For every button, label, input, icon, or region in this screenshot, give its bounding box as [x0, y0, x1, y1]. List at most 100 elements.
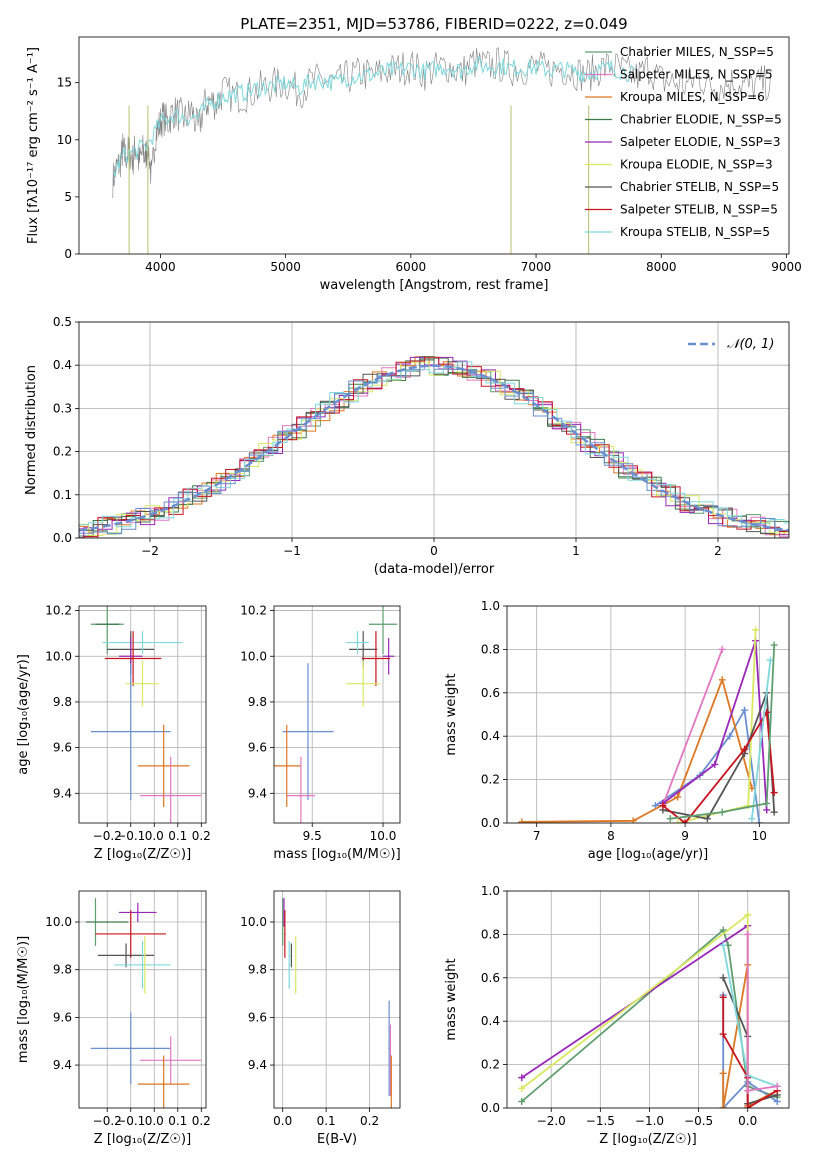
data-point: [362, 648, 364, 651]
series-marker: [744, 1087, 752, 1095]
x-axis-label: Z [log₁₀(Z/Z☉)]: [94, 1132, 191, 1147]
data-point: [300, 794, 302, 797]
plot-area: [281, 898, 393, 1108]
x-tick-label: −0.5: [684, 1114, 713, 1128]
series-line-3: [722, 995, 778, 1108]
x-tick-label: 0.0: [738, 1114, 757, 1128]
y-tick-label: 1.0: [481, 884, 500, 898]
y-tick-label: 10.0: [240, 649, 267, 663]
panel-mass-vs-ebv: 0.0 0.1 0.2 9.4 9.6 9.8 10.0 E(B-V): [240, 890, 401, 1147]
y-tick-label: 0.4: [481, 729, 500, 743]
x-tick-label: 0.2: [192, 1114, 211, 1128]
spectrum-line-1: [112, 55, 636, 178]
series-marker: [740, 706, 748, 714]
spectrum-line-0: [112, 47, 773, 199]
y-tick-label: 0.4: [53, 358, 72, 372]
data-point: [388, 1047, 390, 1050]
series-marker: [518, 1084, 526, 1092]
data-point: [136, 911, 139, 914]
series-marker: [719, 1104, 727, 1108]
y-axis-label: mass weight: [444, 958, 459, 1040]
y-tick-label: 9.6: [248, 1010, 267, 1024]
x-tick-label: 7: [533, 829, 541, 843]
series-marker: [719, 941, 727, 949]
y-axis-label: mass weight: [444, 673, 459, 755]
series-marker: [518, 818, 526, 823]
legend-entry: Chabrier MILES, N_SSP=5: [620, 45, 774, 59]
x-tick-label: −0.1: [116, 829, 145, 843]
x-tick-label: 0.0: [145, 829, 164, 843]
x-tick-label: 0.2: [360, 1114, 379, 1128]
series-marker: [770, 808, 778, 816]
y-tick-label: 9.8: [53, 695, 72, 709]
series-marker: [674, 819, 682, 823]
panel-spectrum: 4000 5000 6000 7000 8000 9000 0 5 10 15 wavelength…: [26, 36, 802, 293]
series-marker: [629, 817, 637, 823]
y-tick-label: 10: [57, 133, 72, 147]
data-point: [387, 655, 390, 658]
data-point: [125, 954, 127, 957]
data-point: [141, 964, 144, 966]
y-axis-label: age [log₁₀(age/yr)]: [16, 654, 31, 775]
data-point: [169, 1059, 172, 1062]
x-axis-label: (data-model)/error: [374, 562, 495, 577]
series-marker: [744, 911, 752, 919]
series-marker: [740, 745, 748, 753]
x-tick-label: 0.1: [168, 829, 187, 843]
series-line-8: [746, 934, 778, 1092]
data-point: [290, 954, 293, 957]
series-marker: [770, 789, 778, 797]
series-marker: [518, 1097, 526, 1105]
series-marker: [763, 806, 771, 814]
series-line-6: [722, 997, 778, 1108]
panel-frame: [78, 605, 207, 824]
series-marker: [718, 645, 726, 653]
y-axis-label: mass [log₁₀(M/M☉)]: [16, 936, 31, 1063]
panel-mass-vs-Z: −0.2−0.1 0.0 0.1 0.2 9.4 9.6 9.8 10.0 Z [log₁₀(Z…: [16, 890, 211, 1147]
x-tick-label: 0.2: [192, 829, 211, 843]
x-tick-label: −1: [283, 544, 301, 558]
figure-title: PLATE=2351, MJD=53786, FIBERID=0222, z=0…: [240, 15, 627, 33]
y-tick-label: 0.8: [481, 642, 500, 656]
y-tick-label: 1.0: [481, 599, 500, 613]
data-point: [284, 933, 286, 935]
panel-frame: [506, 890, 790, 1109]
x-tick-label: 4000: [145, 260, 176, 274]
data-point: [307, 730, 309, 733]
y-tick-label: 0.0: [481, 816, 500, 830]
series-marker: [674, 793, 682, 801]
x-tick-label: 9: [681, 829, 689, 843]
legend-entry: Chabrier STELIB, N_SSP=5: [620, 180, 779, 194]
x-tick-label: 1: [572, 544, 580, 558]
panel-frame: [78, 321, 790, 539]
data-point: [162, 1083, 165, 1085]
x-axis-label: wavelength [Angstrom, rest frame]: [320, 278, 549, 293]
x-axis-label: age [log₁₀(age/yr)]: [588, 847, 709, 862]
series-marker: [718, 676, 726, 684]
series-line-3: [662, 640, 768, 811]
y-tick-label: 0.2: [481, 1058, 500, 1072]
y-tick-label: 0.3: [53, 401, 72, 415]
data-point: [129, 1047, 132, 1050]
series-line-1: [521, 924, 749, 1104]
y-tick-label: 0.1: [53, 488, 72, 502]
histogram-step-9: [79, 365, 789, 537]
x-tick-label: 10.0: [370, 829, 397, 843]
y-tick-label: 0.0: [481, 1101, 500, 1115]
legend-entry: Kroupa MILES, N_SSP=6: [620, 90, 765, 104]
histogram-step-7: [79, 356, 789, 538]
series-line-8: [670, 645, 776, 820]
series-marker: [719, 993, 727, 1001]
x-tick-label: 0.1: [317, 1114, 336, 1128]
x-tick-label: −1.5: [586, 1114, 615, 1128]
x-tick-label: 6000: [396, 260, 427, 274]
y-tick-label: 0.2: [481, 773, 500, 787]
series-marker: [748, 815, 756, 823]
series-marker: [681, 819, 689, 823]
plot-area: [79, 356, 789, 538]
x-tick-label: 0.0: [145, 1114, 164, 1128]
x-tick-label: −1.0: [635, 1114, 664, 1128]
series-line-5: [722, 977, 778, 1105]
y-tick-label: 0: [64, 247, 72, 261]
